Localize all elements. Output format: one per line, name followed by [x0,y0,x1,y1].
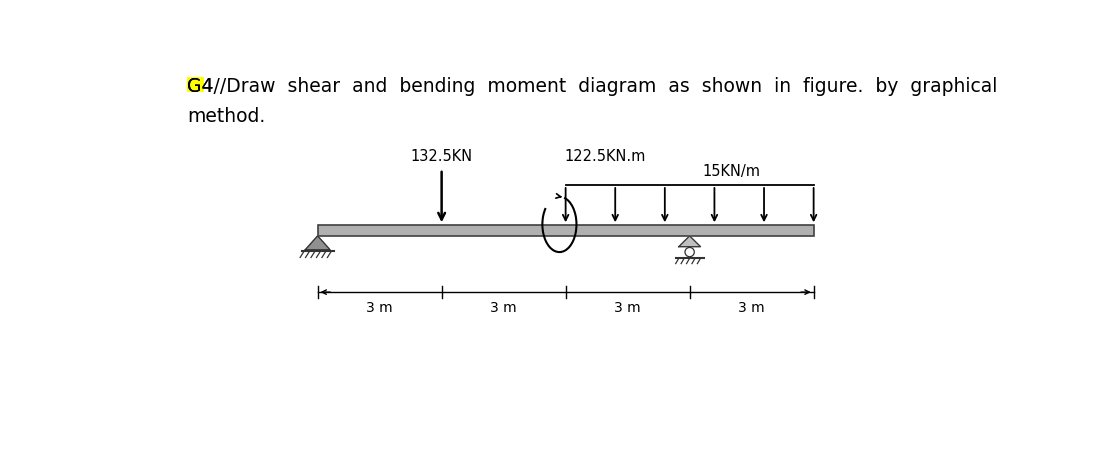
Text: 15KN/m: 15KN/m [702,164,760,179]
Polygon shape [679,236,700,247]
FancyBboxPatch shape [187,76,204,92]
Text: 122.5KN.m: 122.5KN.m [564,149,646,164]
Text: G4//Draw  shear  and  bending  moment  diagram  as  shown  in  figure.  by  grap: G4//Draw shear and bending moment diagra… [187,76,998,96]
Text: 3 m: 3 m [491,301,517,316]
Bar [318,225,814,236]
Text: 3 m: 3 m [738,301,765,316]
Text: 3 m: 3 m [367,301,392,316]
Text: 3 m: 3 m [614,301,641,316]
Text: method.: method. [187,107,265,126]
Polygon shape [306,236,330,250]
Text: 132.5KN: 132.5KN [410,149,473,164]
Text: G4: G4 [187,76,214,96]
